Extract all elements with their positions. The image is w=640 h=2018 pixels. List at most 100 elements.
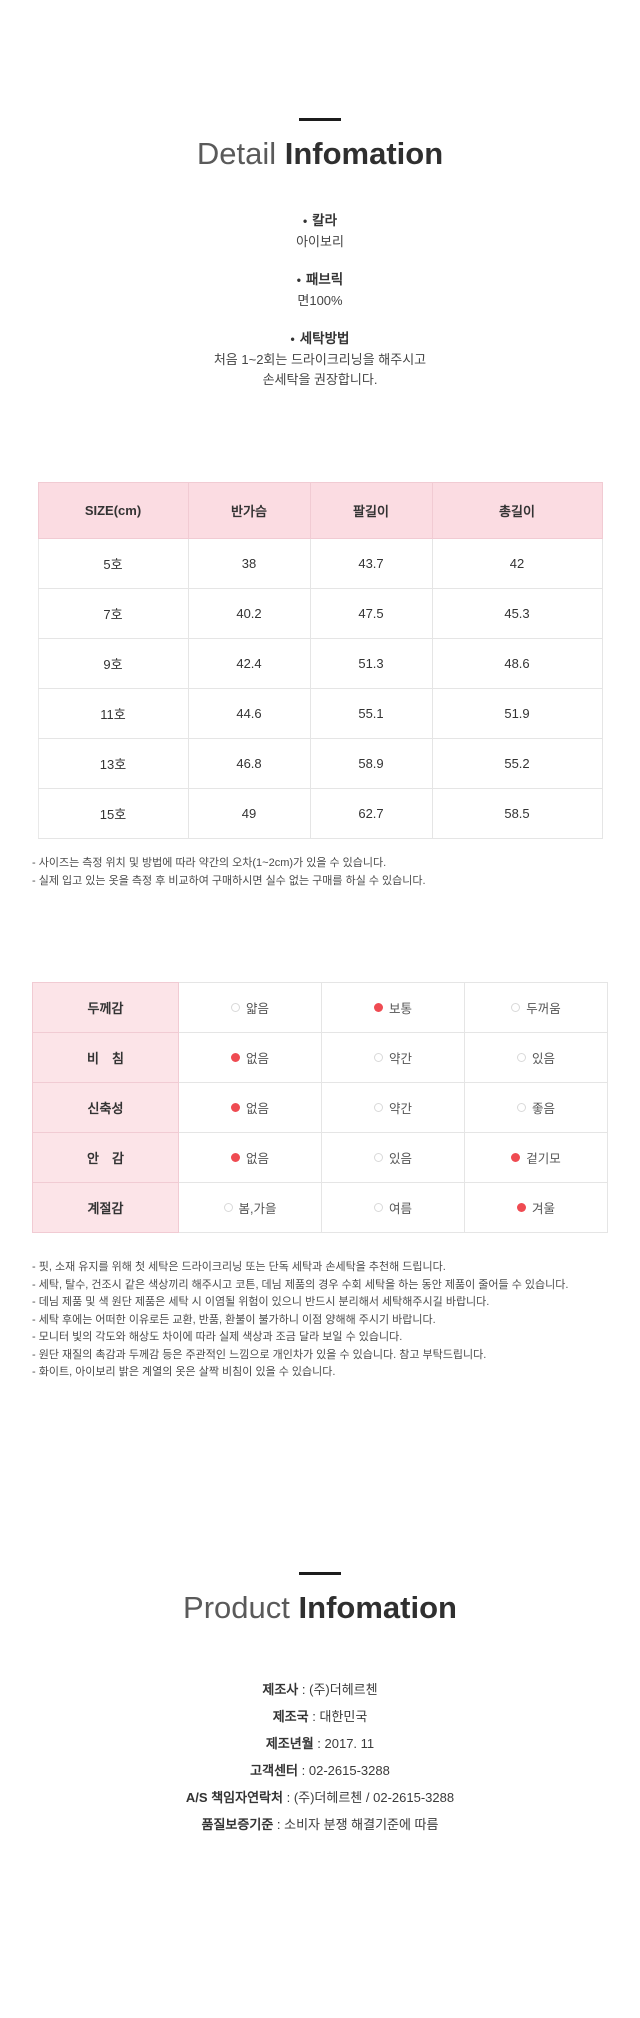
feature-option-label: 있음 [531, 1052, 555, 1066]
product-info-line: 제조국 : 대한민국 [0, 1703, 640, 1730]
bullet-icon: • [296, 273, 301, 287]
feature-option-label: 약간 [388, 1102, 412, 1116]
size-value-cell: 51.3 [309, 638, 433, 689]
feature-row: 두께감 얇음 보통 두꺼움 [32, 982, 608, 1033]
feature-option-label: 두꺼움 [526, 1002, 561, 1016]
attribute-value: 아이보리 [296, 234, 344, 249]
size-value-cell: 49 [187, 788, 311, 839]
product-title-bold: Infomation [298, 1589, 457, 1625]
feature-option-cell: 여름 [321, 1182, 465, 1233]
product-info-separator: : [308, 1708, 320, 1724]
product-info-separator: : [273, 1816, 285, 1832]
size-table-row: 15호 49 62.7 58.5 [37, 788, 603, 839]
detail-section-divider [299, 118, 341, 121]
feature-option: 봄,가을 [223, 1198, 276, 1217]
size-table-row: 9호 42.4 51.3 48.6 [37, 638, 603, 689]
size-table-row: 13호 46.8 58.9 55.2 [37, 738, 603, 789]
feature-option-label: 겉기모 [526, 1152, 561, 1166]
detail-section-title: Detail Infomation [0, 134, 640, 174]
detail-title-light: Detail [196, 136, 277, 171]
feature-row: 비 침 없음 약간 있음 [32, 1032, 608, 1083]
bullet-icon: • [302, 214, 308, 228]
feature-label-cell: 비 침 [32, 1032, 179, 1083]
feature-option: 있음 [373, 1148, 412, 1167]
size-name-cell: 13호 [37, 738, 189, 789]
feature-option-cell: 보통 [321, 982, 465, 1033]
note-line: - 핏, 소재 유지를 위해 첫 세탁은 드라이크리닝 또는 단독 세탁과 손세… [32, 1261, 446, 1273]
size-value-cell: 48.6 [431, 638, 603, 689]
product-detail-page: Detail Infomation • 칼라 아이보리 • 패브릭 면100% • 세탁방법 처… [0, 118, 640, 1838]
size-value-cell: 38 [187, 538, 311, 589]
radio-unselected-icon [373, 1053, 383, 1062]
product-info-value: 02-2615-3288 [308, 1762, 390, 1778]
feature-row: 안 감 없음 있음 겉기모 [32, 1132, 608, 1183]
product-info-value: 소비자 분쟁 해결기준에 따름 [284, 1816, 439, 1832]
feature-option-label: 보통 [388, 1002, 412, 1016]
feature-option: 두꺼움 [511, 998, 561, 1017]
product-info-list: 제조사 : (주)더헤르첸 제조국 : 대한민국 제조년월 : 2017. 11 고객… [0, 1676, 640, 1838]
product-info-line: 제조년월 : 2017. 11 [0, 1730, 640, 1757]
size-value-cell: 46.8 [187, 738, 311, 789]
size-value-cell: 47.5 [309, 588, 433, 639]
detail-title-bold: Infomation [284, 136, 444, 171]
radio-unselected-icon [223, 1203, 233, 1212]
feature-option-cell: 약간 [321, 1082, 465, 1133]
detail-attribute-list: • 칼라 아이보리 • 패브릭 면100% • 세탁방법 처음 1~2회는 드라이크리닝을 해주… [0, 210, 640, 390]
feature-option-label: 약간 [388, 1052, 412, 1066]
size-name-cell: 5호 [37, 538, 189, 589]
product-info-value: 대한민국 [319, 1708, 368, 1724]
feature-option-label: 없음 [245, 1102, 269, 1116]
size-value-cell: 55.1 [309, 688, 433, 739]
radio-unselected-icon [373, 1153, 383, 1162]
feature-option-label: 없음 [245, 1152, 269, 1166]
feature-option-label: 겨울 [531, 1202, 555, 1216]
size-column-header: SIZE(cm) [37, 482, 189, 539]
feature-option-cell: 겨울 [464, 1182, 608, 1233]
feature-option-cell: 있음 [321, 1132, 465, 1183]
size-value-cell: 58.5 [431, 788, 603, 839]
feature-option: 있음 [516, 1048, 555, 1067]
feature-option-cell: 없음 [178, 1132, 322, 1183]
note-line: - 세탁 후에는 어떠한 이유로든 교환, 반품, 환불이 불가하니 이점 양해… [32, 1313, 436, 1326]
feature-option: 없음 [230, 1098, 269, 1117]
note-line: - 모니터 빛의 각도와 해상도 차이에 따라 실제 색상과 조금 달라 보일 … [32, 1331, 403, 1343]
feature-option-cell: 없음 [178, 1082, 322, 1133]
feature-option-cell: 좋음 [464, 1082, 608, 1133]
feature-row: 신축성 없음 약간 좋음 [32, 1082, 608, 1133]
feature-label-cell: 두께감 [32, 982, 179, 1033]
feature-table-body: 두께감 얇음 보통 두꺼움 비 침 없음 약간 있음 신축성 없음 약간 좋음 안 감 없음 있음 겉기모 계절… [32, 982, 608, 1233]
radio-selected-icon [230, 1153, 240, 1162]
care-notes: - 핏, 소재 유지를 위해 첫 세탁은 드라이크리닝 또는 단독 세탁과 손세… [32, 1259, 617, 1382]
feature-option-label: 얇음 [245, 1002, 269, 1016]
note-line: - 데님 제품 및 색 원단 제품은 세탁 시 이염될 위험이 있으니 반드시 … [32, 1296, 490, 1308]
feature-option-label: 여름 [388, 1202, 412, 1216]
size-value-cell: 45.3 [431, 588, 603, 639]
product-section-divider [299, 1571, 341, 1575]
radio-selected-icon [230, 1053, 240, 1062]
size-table-body: 5호 38 43.7 42 7호 40.2 47.5 45.3 9호 42.4 51.3 48.6 11… [37, 538, 603, 839]
feature-option-label: 좋음 [531, 1102, 555, 1116]
note-line: - 원단 재질의 촉감과 두께감 등은 주관적인 느낌으로 개인차가 있을 수 … [32, 1348, 487, 1361]
bullet-icon: • [290, 332, 295, 346]
size-name-cell: 15호 [37, 788, 189, 839]
radio-selected-icon [516, 1203, 526, 1212]
size-value-cell: 58.9 [309, 738, 433, 789]
product-info-label: 제조년월 [265, 1735, 314, 1751]
attribute-label: • 세탁방법 [290, 331, 350, 346]
product-info-separator: : [298, 1762, 309, 1778]
size-value-cell: 62.7 [309, 788, 433, 839]
feature-label-cell: 안 감 [32, 1132, 179, 1183]
radio-selected-icon [373, 1003, 383, 1012]
attribute-value: 면100% [297, 293, 343, 308]
feature-option: 겨울 [516, 1198, 555, 1217]
size-name-cell: 7호 [37, 588, 189, 639]
feature-option: 약간 [373, 1048, 412, 1067]
size-name-cell: 11호 [37, 688, 189, 739]
size-value-cell: 44.6 [187, 688, 311, 739]
feature-option-cell: 겉기모 [464, 1132, 608, 1183]
product-info-line: A/S 책임자연락처 : (주)더헤르첸 / 02-2615-3288 [0, 1784, 640, 1811]
detail-attribute-item: • 패브릭 면100% [0, 269, 640, 311]
feature-option-cell: 없음 [178, 1032, 322, 1083]
feature-option: 여름 [373, 1198, 412, 1217]
note-line: - 사이즈는 측정 위치 및 방법에 따라 약간의 오차(1~2cm)가 있을 … [32, 857, 387, 869]
